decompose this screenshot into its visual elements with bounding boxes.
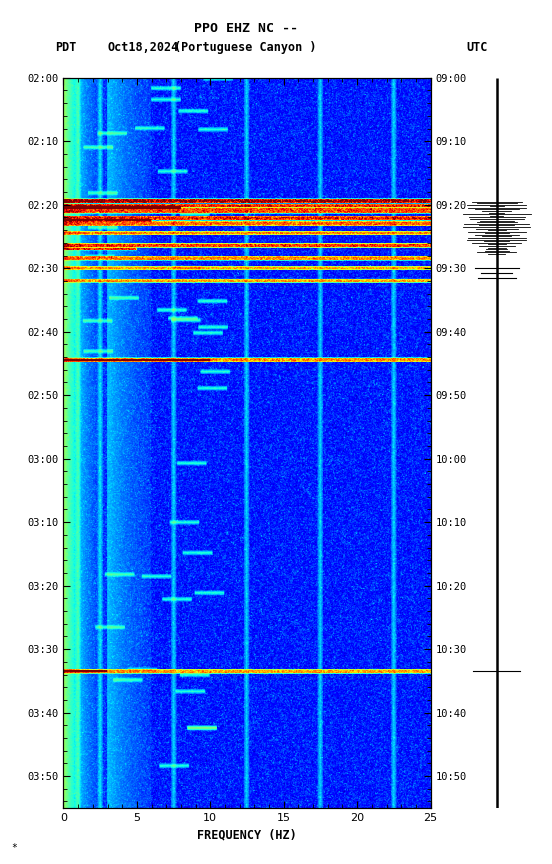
Text: UTC: UTC xyxy=(466,41,488,54)
Text: PDT: PDT xyxy=(55,41,77,54)
Text: Oct18,2024: Oct18,2024 xyxy=(108,41,179,54)
Text: (Portuguese Canyon ): (Portuguese Canyon ) xyxy=(174,41,317,54)
Text: *: * xyxy=(11,843,17,853)
Text: PPO EHZ NC --: PPO EHZ NC -- xyxy=(194,22,298,35)
X-axis label: FREQUENCY (HZ): FREQUENCY (HZ) xyxy=(197,829,297,842)
